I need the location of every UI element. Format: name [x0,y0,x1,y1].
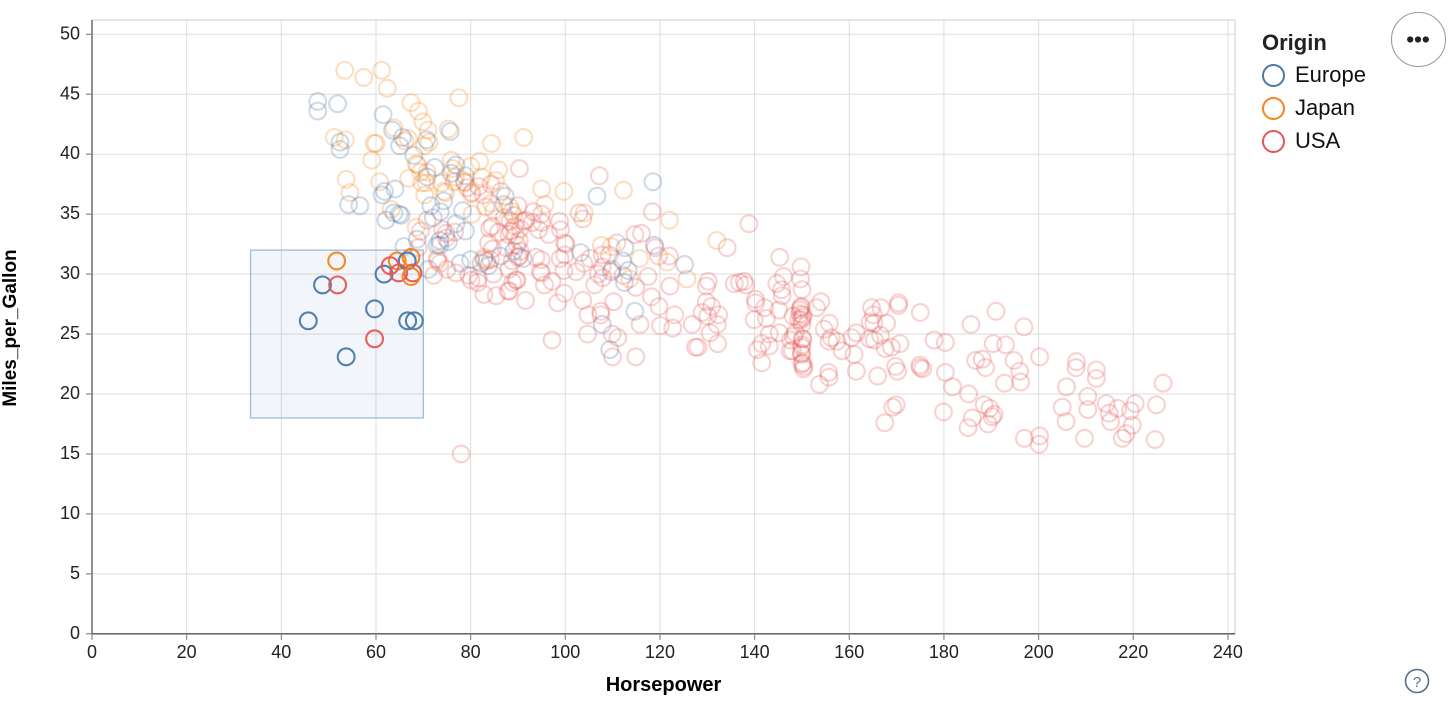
svg-text:0: 0 [70,623,80,643]
svg-text:20: 20 [177,642,197,662]
svg-text:10: 10 [60,503,80,523]
svg-text:220: 220 [1118,642,1148,662]
svg-text:25: 25 [60,323,80,343]
svg-text:0: 0 [87,642,97,662]
svg-text:140: 140 [740,642,770,662]
svg-text:120: 120 [645,642,675,662]
svg-text:50: 50 [60,23,80,43]
svg-text:20: 20 [60,383,80,403]
svg-text:160: 160 [834,642,864,662]
svg-text:80: 80 [461,642,481,662]
svg-text:5: 5 [70,563,80,583]
svg-text:200: 200 [1024,642,1054,662]
svg-text:240: 240 [1213,642,1243,662]
svg-text:100: 100 [550,642,580,662]
svg-text:40: 40 [271,642,291,662]
svg-text:15: 15 [60,443,80,463]
svg-text:45: 45 [60,83,80,103]
svg-text:?: ? [1413,674,1421,691]
svg-text:180: 180 [929,642,959,662]
svg-text:40: 40 [60,143,80,163]
svg-text:60: 60 [366,642,386,662]
svg-text:35: 35 [60,203,80,223]
svg-text:30: 30 [60,263,80,283]
